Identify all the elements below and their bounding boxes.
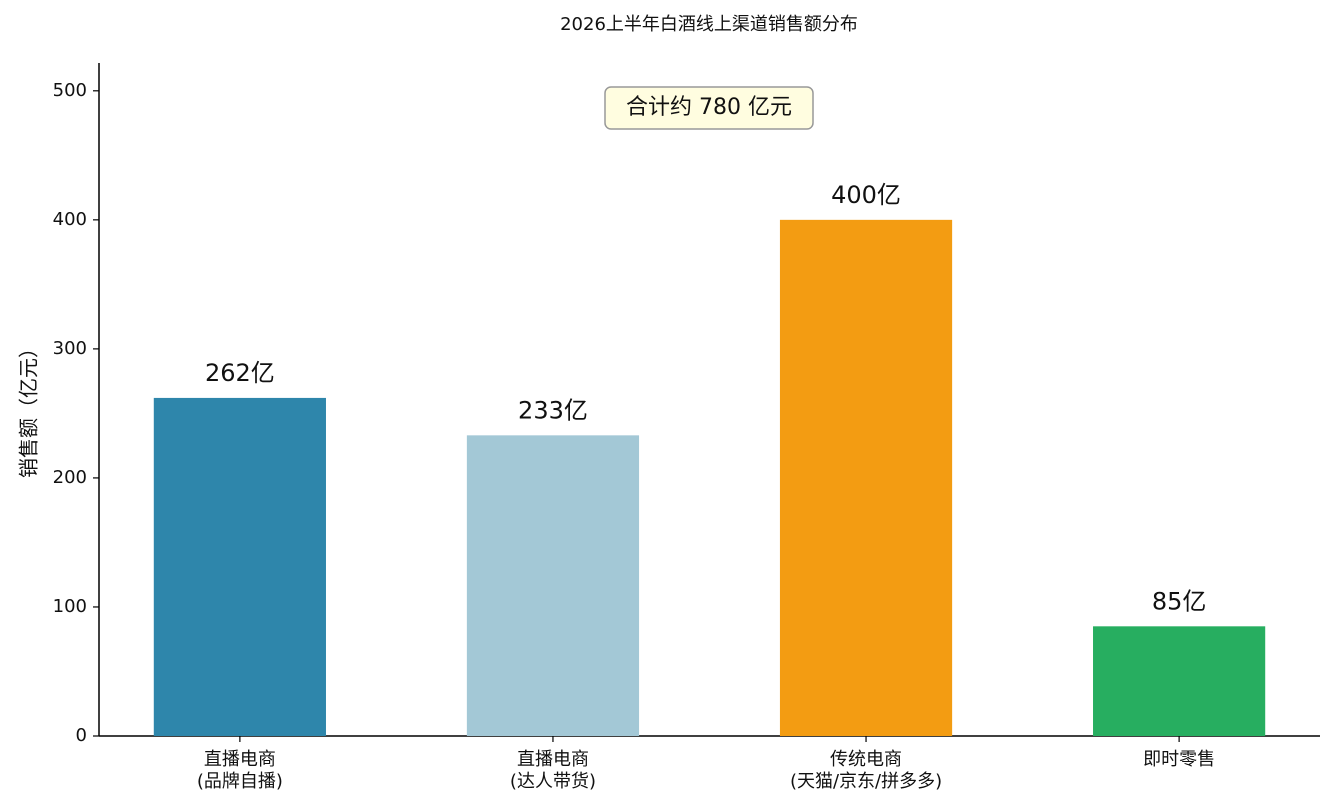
y-tick-label: 0 [76,725,87,746]
bar [779,219,953,736]
y-tick-label: 500 [53,80,87,101]
y-axis-label: 销售额（亿元） [17,338,41,478]
x-tick-label: 即时零售 [1143,749,1216,770]
bar [466,435,640,736]
value-label: 85亿 [1152,587,1207,615]
y-tick-label: 400 [53,209,87,230]
value-label: 262亿 [205,359,275,387]
chart-title: 2026上半年白酒线上渠道销售额分布 [560,14,858,35]
y-tick-label: 200 [53,467,87,488]
x-tick-label: 直播电商 (品牌自播) [196,749,283,792]
x-tick-label: 直播电商 (达人带货) [509,749,596,792]
x-tick-label: 传统电商 (天猫/京东/拼多多) [789,749,943,792]
y-tick-label: 300 [53,338,87,359]
annotation-box [604,86,814,130]
bar [1093,626,1266,736]
value-label: 400亿 [831,181,901,209]
bar [153,397,326,736]
y-tick-label: 100 [53,596,87,617]
annotation: 合计约 780 亿元 [626,95,792,120]
value-label: 233亿 [518,396,588,424]
